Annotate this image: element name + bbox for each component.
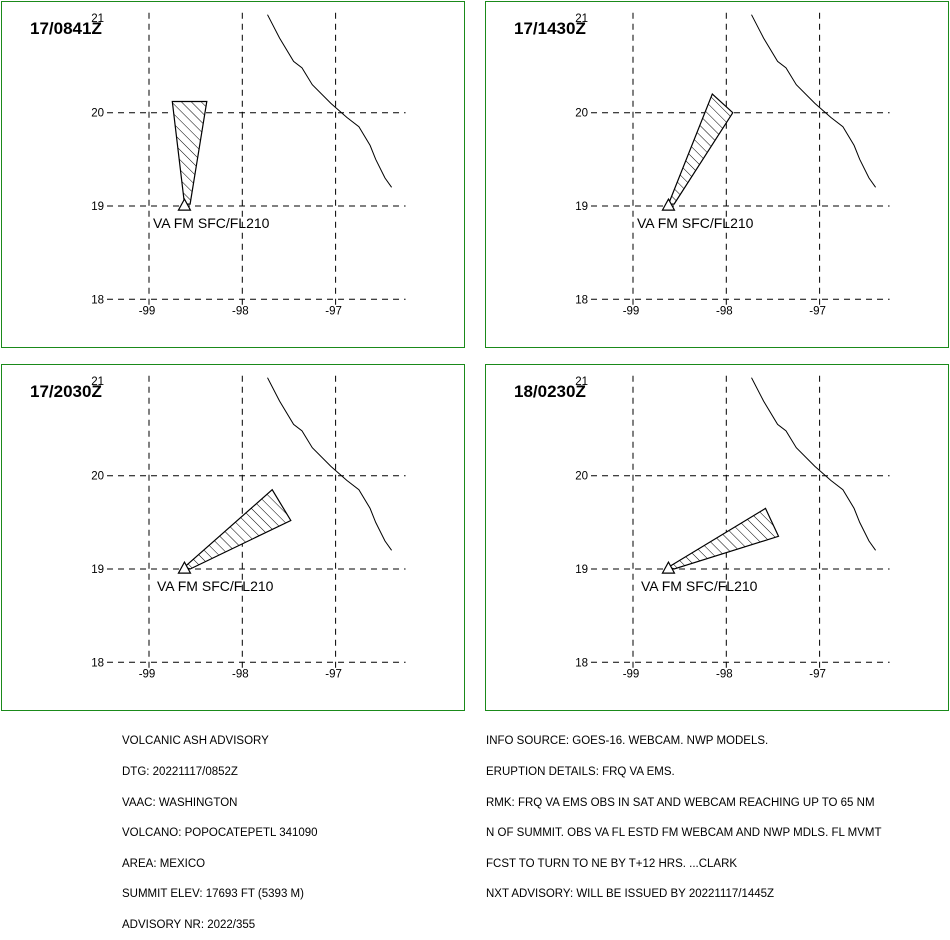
advisory-vaac: VAAC: WASHINGTON [122,796,238,809]
latitude-tick-label: 19 [575,201,588,213]
panel-frame [1,364,465,711]
advisory-volcano: VOLCANO: POPOCATEPETL 341090 [122,827,318,840]
panel-frame [485,1,949,348]
advisory-remarks-line-2: N OF SUMMIT. OBS VA FL ESTD FM WEBCAM AN… [486,827,882,840]
longitude-tick-label: -97 [325,668,342,680]
panel-time-label: 18/0230Z [514,382,586,401]
advisory-title: VOLCANIC ASH ADVISORY [122,735,269,748]
volcano-icon [661,197,676,211]
longitude-tick-label: -98 [232,668,249,680]
volcano-icon [177,560,192,574]
advisory-remarks-line-3: FCST TO TURN TO NE BY T+12 HRS. ...CLARK [486,857,738,870]
latitude-tick-label: 18 [91,657,104,669]
volcano-icon [661,560,676,574]
latitude-tick-label: 19 [575,564,588,576]
coastline [267,14,393,188]
advisory-header-block: VOLCANIC ASH ADVISORY DTG: 20221117/0852… [122,716,318,940]
latitude-tick-label: 20 [91,471,104,483]
latitude-tick-label: 20 [575,471,588,483]
coastline [267,377,393,551]
advisory-area: AREA: MEXICO [122,857,206,870]
longitude-tick-label: -97 [809,305,826,317]
panel-time-label: 17/0841Z [30,19,102,38]
longitude-tick-label: -99 [139,668,156,680]
latitude-tick-label: 21 [575,13,588,25]
latitude-tick-label: 18 [575,657,588,669]
panel-time-label: 17/2030Z [30,382,102,401]
ash-cloud-polygon [183,488,292,570]
advisory-remarks-line-1: RMK: FRQ VA EMS OBS IN SAT AND WEBCAM RE… [486,796,875,809]
coastline [751,14,877,188]
longitude-tick-label: -99 [623,668,640,680]
latitude-tick-label: 19 [91,564,104,576]
advisory-summit-elev: SUMMIT ELEV: 17693 FT (5393 M) [122,888,304,901]
advisory-details-block: INFO SOURCE: GOES-16. WEBCAM. NWP MODELS… [486,716,882,910]
latitude-tick-label: 20 [575,108,588,120]
volcano-icon [177,197,192,211]
ash-level-label: VA FM SFC/FL210 [157,578,274,594]
ash-cloud-polygon [667,92,734,205]
longitude-tick-label: -98 [232,305,249,317]
longitude-tick-label: -97 [809,668,826,680]
ash-level-label: VA FM SFC/FL210 [637,215,754,231]
latitude-tick-label: 21 [91,13,104,25]
latitude-tick-label: 20 [91,108,104,120]
advisory-dtg: DTG: 20221117/0852Z [122,766,238,778]
panel-frame [1,1,465,348]
longitude-tick-label: -99 [623,305,640,317]
longitude-tick-label: -98 [716,305,733,317]
longitude-tick-label: -97 [325,305,342,317]
panel-time-label: 17/1430Z [514,19,586,38]
ash-level-label: VA FM SFC/FL210 [641,578,758,594]
advisory-info-source: INFO SOURCE: GOES-16. WEBCAM. NWP MODELS… [486,735,769,748]
longitude-tick-label: -99 [139,305,156,317]
latitude-tick-label: 21 [91,376,104,388]
panel-frame [485,364,949,711]
coastline [751,377,877,551]
latitude-tick-label: 18 [91,294,104,306]
latitude-tick-label: 21 [575,376,588,388]
ash-level-label: VA FM SFC/FL210 [153,215,270,231]
ash-cloud-polygon [667,507,780,570]
advisory-number: ADVISORY NR: 2022/355 [122,918,256,931]
latitude-tick-label: 18 [575,294,588,306]
latitude-tick-label: 19 [91,201,104,213]
advisory-eruption-details: ERUPTION DETAILS: FRQ VA EMS. [486,766,675,778]
ash-cloud-polygon [171,100,208,205]
advisory-next: NXT ADVISORY: WILL BE ISSUED BY 20221117… [486,888,775,901]
longitude-tick-label: -98 [716,668,733,680]
